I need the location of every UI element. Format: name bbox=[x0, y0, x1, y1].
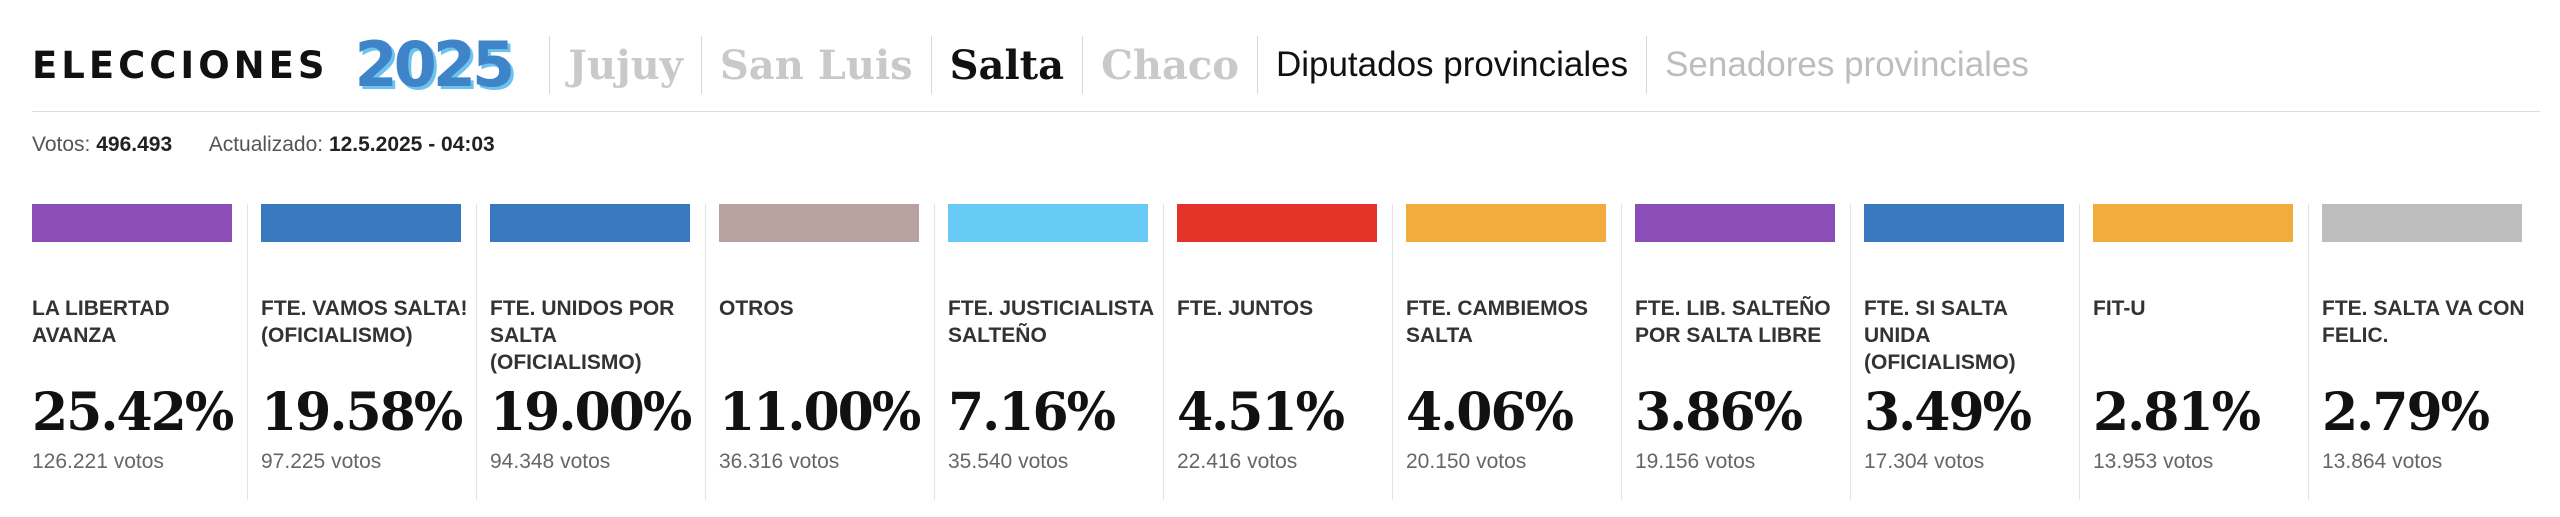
party-color-bar bbox=[1177, 204, 1377, 242]
party-name: FTE. LIB. SALTEÑO POR SALTA LIBRE bbox=[1635, 297, 1831, 347]
brand-logo: ELECCIONES 2025 bbox=[32, 28, 516, 101]
header-divider bbox=[32, 111, 2540, 112]
header: ELECCIONES 2025 Jujuy San Luis Salta Cha… bbox=[32, 22, 2540, 108]
party-name: OTROS bbox=[719, 297, 794, 320]
party-percentage: 4.06% bbox=[1406, 382, 1574, 443]
nav-divider bbox=[549, 36, 551, 94]
party-color-bar bbox=[1635, 204, 1835, 242]
party-votes: 13.864 votos bbox=[2322, 450, 2443, 473]
party-percentage: 19.58% bbox=[261, 382, 463, 443]
result-card-fit-u: FIT-U 2.81% 13.953 votos bbox=[2093, 204, 2293, 500]
votes-label: Votos: bbox=[32, 133, 91, 156]
updated-label: Actualizado: bbox=[208, 133, 324, 156]
party-name: FTE. SI SALTA UNIDA (OFICIALISMO) bbox=[1864, 297, 2016, 374]
tab-province-jujuy[interactable]: Jujuy bbox=[568, 41, 683, 89]
party-votes: 35.540 votos bbox=[948, 450, 1069, 473]
brand-word: ELECCIONES bbox=[32, 43, 329, 87]
nav-divider bbox=[1646, 36, 1648, 94]
party-color-bar bbox=[261, 204, 461, 242]
party-color-bar bbox=[2093, 204, 2293, 242]
tab-province-chaco[interactable]: Chaco bbox=[1101, 41, 1239, 89]
card-divider bbox=[1163, 204, 1164, 500]
party-color-bar bbox=[948, 204, 1148, 242]
party-percentage: 4.51% bbox=[1177, 382, 1345, 443]
result-card-fte-justicialista-salteno: FTE. JUSTICIALISTA SALTEÑO 7.16% 35.540 … bbox=[948, 204, 1153, 500]
party-percentage: 2.81% bbox=[2093, 382, 2261, 443]
party-votes: 17.304 votos bbox=[1864, 450, 1985, 473]
party-color-bar bbox=[1864, 204, 2064, 242]
tab-senadores-provinciales[interactable]: Senadores provinciales bbox=[1665, 45, 2029, 84]
card-divider bbox=[2308, 204, 2309, 500]
result-card-otros: OTROS 11.00% 36.316 votos bbox=[719, 204, 921, 500]
party-votes: 19.156 votos bbox=[1635, 450, 1756, 473]
party-color-bar bbox=[719, 204, 919, 242]
party-votes: 13.953 votos bbox=[2093, 450, 2214, 473]
party-percentage: 19.00% bbox=[490, 382, 692, 443]
party-percentage: 3.49% bbox=[1864, 382, 2032, 443]
party-name: FIT-U bbox=[2093, 297, 2146, 320]
party-percentage: 7.16% bbox=[948, 382, 1116, 443]
card-divider bbox=[934, 204, 935, 500]
card-divider bbox=[247, 204, 248, 500]
result-card-fte-si-salta-unida: FTE. SI SALTA UNIDA (OFICIALISMO) 3.49% … bbox=[1864, 204, 2064, 500]
party-name: FTE. JUNTOS bbox=[1177, 297, 1314, 320]
card-divider bbox=[1392, 204, 1393, 500]
result-card-fte-lib-salteno: FTE. LIB. SALTEÑO POR SALTA LIBRE 3.86% … bbox=[1635, 204, 1835, 500]
party-votes: 94.348 votos bbox=[490, 450, 611, 473]
nav-divider bbox=[1256, 36, 1258, 94]
votes-total: 496.493 bbox=[96, 133, 173, 156]
results-list: LA LIBERTAD AVANZA 25.42% 126.221 votos … bbox=[0, 204, 2560, 504]
card-divider bbox=[476, 204, 477, 500]
party-name: FTE. JUSTICIALISTA SALTEÑO bbox=[948, 297, 1154, 347]
tab-diputados-provinciales[interactable]: Diputados provinciales bbox=[1275, 45, 1629, 84]
party-percentage: 25.42% bbox=[32, 382, 234, 443]
party-percentage: 2.79% bbox=[2322, 382, 2490, 443]
party-name: FTE. UNIDOS POR SALTA (OFICIALISMO) bbox=[490, 297, 675, 374]
party-color-bar bbox=[490, 204, 690, 242]
updated-timestamp: 12.5.2025 - 04:03 bbox=[328, 133, 495, 156]
party-color-bar bbox=[1406, 204, 1606, 242]
party-name: FTE. SALTA VA CON FELIC. bbox=[2322, 297, 2525, 347]
results-meta: Votos: 496.493 Actualizado: 12.5.2025 - … bbox=[32, 133, 495, 157]
party-name: FTE. CAMBIEMOS SALTA bbox=[1406, 297, 1588, 347]
result-card-fte-salta-va-con-felic: FTE. SALTA VA CON FELIC. 2.79% 13.864 vo… bbox=[2322, 204, 2525, 500]
party-votes: 36.316 votos bbox=[719, 450, 840, 473]
card-divider bbox=[2079, 204, 2080, 500]
party-votes: 126.221 votos bbox=[32, 450, 164, 473]
result-card-fte-cambiemos-salta: FTE. CAMBIEMOS SALTA 4.06% 20.150 votos bbox=[1406, 204, 1606, 500]
card-divider bbox=[705, 204, 706, 500]
party-percentage: 11.00% bbox=[719, 382, 921, 443]
result-card-fte-vamos-salta: FTE. VAMOS SALTA! (OFICIALISMO) 19.58% 9… bbox=[261, 204, 467, 500]
party-votes: 20.150 votos bbox=[1406, 450, 1527, 473]
card-divider bbox=[1850, 204, 1851, 500]
result-card-la-libertad-avanza: LA LIBERTAD AVANZA 25.42% 126.221 votos bbox=[32, 204, 234, 500]
card-divider bbox=[1621, 204, 1622, 500]
nav-divider bbox=[1082, 36, 1084, 94]
party-name: FTE. VAMOS SALTA! (OFICIALISMO) bbox=[261, 297, 468, 347]
tab-province-salta[interactable]: Salta bbox=[949, 41, 1065, 89]
party-votes: 22.416 votos bbox=[1177, 450, 1298, 473]
party-percentage: 3.86% bbox=[1635, 382, 1803, 443]
nav-divider bbox=[700, 36, 702, 94]
result-card-fte-juntos: FTE. JUNTOS 4.51% 22.416 votos bbox=[1177, 204, 1377, 500]
party-name: LA LIBERTAD AVANZA bbox=[32, 297, 170, 347]
party-votes: 97.225 votos bbox=[261, 450, 382, 473]
brand-year: 2025 bbox=[354, 28, 516, 101]
tab-province-san-luis[interactable]: San Luis bbox=[719, 41, 913, 89]
nav-divider bbox=[930, 36, 932, 94]
result-card-fte-unidos-por-salta: FTE. UNIDOS POR SALTA (OFICIALISMO) 19.0… bbox=[490, 204, 692, 500]
party-color-bar bbox=[2322, 204, 2522, 242]
party-color-bar bbox=[32, 204, 232, 242]
